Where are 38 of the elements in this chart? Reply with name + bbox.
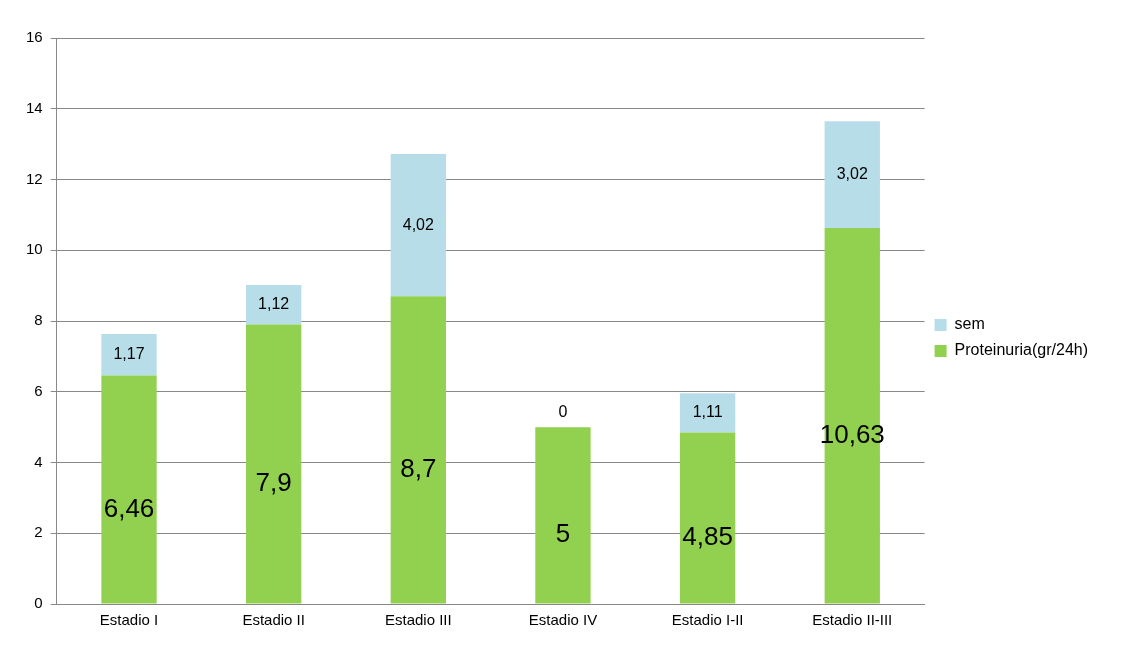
data-label: 6,46 [103, 492, 155, 523]
data-label: 5 [555, 518, 571, 549]
y-tick-label: 16 [26, 28, 43, 46]
bar [390, 296, 446, 604]
x-tick-label: Estadio I-II [671, 611, 744, 629]
x-tick-label: Estadio II [242, 611, 305, 629]
y-tick-label: 10 [26, 240, 43, 258]
bar [679, 432, 736, 604]
data-label: 8,7 [400, 453, 437, 484]
data-label: 0 [558, 402, 568, 420]
bar [390, 154, 446, 297]
y-tick-label: 0 [34, 594, 43, 612]
bar [824, 121, 880, 228]
bar [679, 393, 736, 433]
y-tick-label: 4 [34, 452, 43, 470]
data-label: 4,02 [402, 215, 434, 233]
x-tick-label: Estadio III [384, 611, 452, 629]
y-tick-label: 2 [34, 523, 43, 541]
x-tick-label: Estadio II-III [812, 611, 893, 629]
data-label: 3,02 [836, 164, 868, 182]
y-tick-label: 14 [26, 98, 43, 116]
bar [101, 375, 157, 604]
y-tick-label: 12 [26, 169, 43, 187]
y-tick-label: 6 [34, 381, 43, 399]
bar [246, 324, 302, 604]
data-label: 1,11 [692, 403, 723, 421]
bar [101, 334, 157, 376]
legend-label: sem [954, 315, 985, 333]
bar [246, 284, 302, 325]
data-label: 1,12 [258, 295, 290, 313]
x-tick-label: Estadio I [99, 611, 159, 629]
data-label: 4,85 [682, 521, 733, 552]
data-label: 7,9 [255, 467, 292, 498]
bar [535, 427, 591, 604]
legend-label: Proteinuria(gr/24h) [954, 341, 1089, 359]
x-tick-label: Estadio IV [528, 611, 598, 629]
data-label: 1,17 [113, 345, 145, 363]
y-tick-label: 8 [34, 311, 43, 329]
